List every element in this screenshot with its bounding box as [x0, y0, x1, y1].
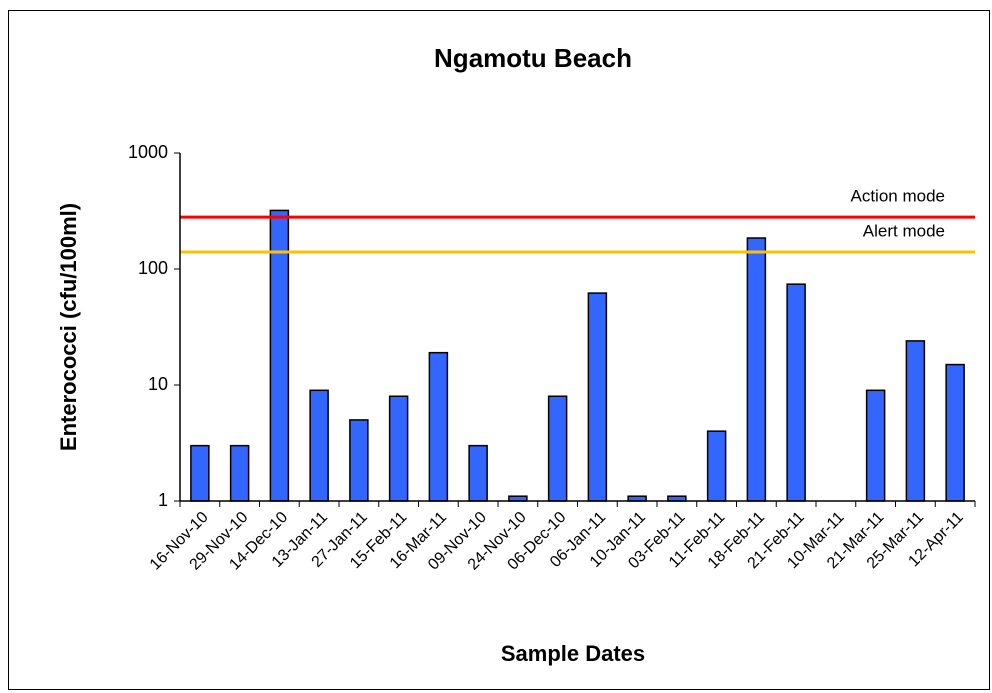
bar	[786, 283, 806, 502]
bar	[349, 419, 369, 502]
x-axis-label: Sample Dates	[501, 641, 645, 666]
bar	[229, 444, 250, 502]
bar	[309, 389, 329, 502]
bar	[547, 395, 568, 502]
bar	[746, 237, 767, 502]
bar	[587, 292, 608, 502]
threshold-label: Action mode	[851, 187, 946, 206]
y-tick-label: 10	[148, 374, 168, 394]
bar	[905, 340, 926, 502]
y-axis-label: Enterococci (cfu/100ml)	[56, 203, 81, 451]
chart-border	[8, 10, 990, 690]
y-tick-label: 1	[158, 490, 168, 510]
bar	[388, 395, 409, 502]
y-tick-label: 100	[138, 258, 168, 278]
bar	[865, 389, 886, 502]
bar	[468, 444, 488, 502]
y-tick-label: 1000	[128, 142, 168, 162]
chart-title: Ngamotu Beach	[434, 43, 632, 73]
bar	[428, 351, 449, 502]
bar	[706, 430, 727, 502]
bar	[269, 209, 290, 502]
threshold-label: Alert mode	[863, 222, 945, 241]
bar	[190, 444, 210, 502]
bar	[945, 363, 965, 502]
